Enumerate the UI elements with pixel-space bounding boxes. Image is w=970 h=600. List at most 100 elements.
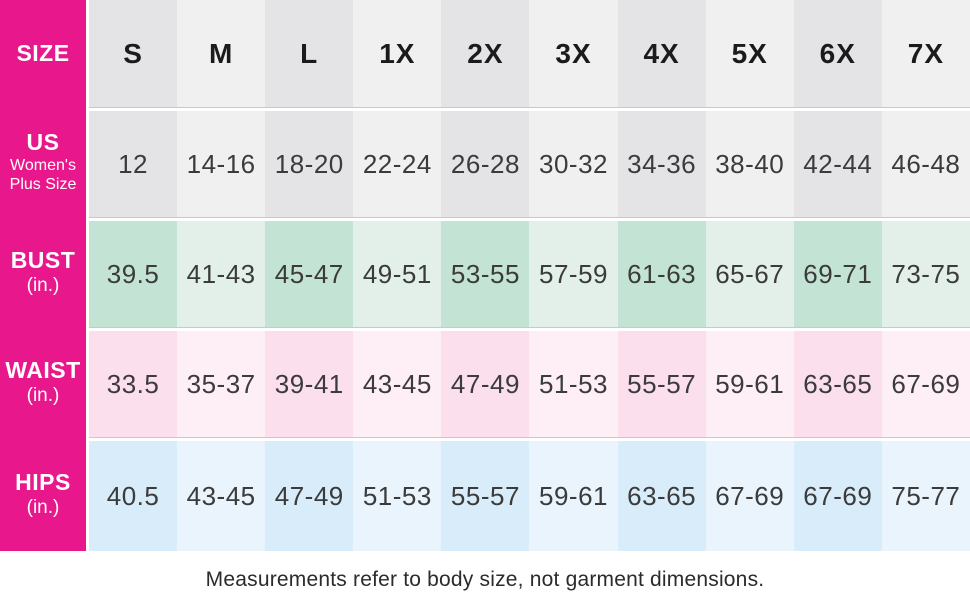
cell-bust-2x: 53-55: [441, 221, 530, 327]
cell-value: 69-71: [803, 258, 873, 289]
cell-bust-6x: 69-71: [793, 221, 882, 327]
cell-hips-3x: 59-61: [529, 441, 618, 551]
cell-value: 67-69: [891, 368, 961, 399]
cell-bust-5x: 65-67: [705, 221, 794, 327]
cell-hips-5x: 67-69: [705, 441, 794, 551]
cell-hips-s: 40.5: [89, 441, 178, 551]
cell-waist-1x: 43-45: [353, 331, 442, 437]
cell-waist-s: 33.5: [89, 331, 178, 437]
cell-us-size-7x: 46-48: [881, 111, 970, 217]
cell-value: 43-45: [362, 368, 432, 399]
cell-hips-1x: 51-53: [353, 441, 442, 551]
cell-hips-2x: 55-57: [441, 441, 530, 551]
column-header-label: 3X: [555, 37, 592, 69]
cell-value: 43-45: [186, 480, 256, 511]
cell-waist-l: 39-41: [265, 331, 354, 437]
column-header-label: 6X: [819, 37, 856, 69]
corner-label: SIZE: [16, 39, 70, 66]
cell-hips-4x: 63-65: [617, 441, 706, 551]
cell-waist-5x: 59-61: [705, 331, 794, 437]
cell-bust-l: 45-47: [265, 221, 354, 327]
row-label-subs: Women's Plus Size: [10, 156, 77, 194]
cell-value: 33.5: [106, 368, 160, 399]
column-header-label: 2X: [467, 37, 504, 69]
column-header-3x: 3X: [529, 0, 618, 107]
column-header-7x: 7X: [881, 0, 970, 107]
cell-waist-6x: 63-65: [793, 331, 882, 437]
cell-bust-m: 41-43: [177, 221, 266, 327]
cell-value: 59-61: [715, 368, 785, 399]
cell-value: 63-65: [627, 480, 697, 511]
cell-us-size-4x: 34-36: [617, 111, 706, 217]
cell-value: 55-57: [627, 368, 697, 399]
cell-value: 46-48: [891, 148, 961, 179]
cell-value: 55-57: [450, 480, 520, 511]
cell-value: 22-24: [362, 148, 432, 179]
cell-waist-7x: 67-69: [881, 331, 970, 437]
column-header-1x: 1X: [353, 0, 442, 107]
row-label-sub-line: (in.): [26, 496, 60, 518]
label-column: SIZE US Women's Plus Size BUST (in.) WAIST (in.…: [0, 0, 86, 551]
row-label-hips: HIPS (in.): [0, 437, 86, 551]
cell-value: 47-49: [450, 368, 520, 399]
cell-bust-7x: 73-75: [881, 221, 970, 327]
cell-bust-4x: 61-63: [617, 221, 706, 327]
column-header-m: M: [177, 0, 266, 107]
table-header-row: S M L 1X 2X 3X 4X 5X 6X 7X: [89, 0, 970, 107]
cell-value: 39-41: [274, 368, 344, 399]
footnote: Measurements refer to body size, not gar…: [205, 568, 765, 591]
column-header-l: L: [265, 0, 354, 107]
cell-value: 59-61: [539, 480, 609, 511]
row-label-main: BUST: [10, 246, 76, 273]
table-data-area: S M L 1X 2X 3X 4X 5X 6X 7X 12 14-16 18-20 22-24 26-28 3…: [89, 0, 970, 551]
row-label-sub-line: Women's: [10, 156, 76, 174]
cell-waist-4x: 55-57: [617, 331, 706, 437]
cell-hips-l: 47-49: [265, 441, 354, 551]
cell-value: 65-67: [715, 258, 785, 289]
cell-us-size-6x: 42-44: [793, 111, 882, 217]
cell-hips-m: 43-45: [177, 441, 266, 551]
cell-waist-m: 35-37: [177, 331, 266, 437]
column-header-label: 1X: [379, 37, 416, 69]
cell-us-size-3x: 30-32: [529, 111, 618, 217]
row-label-subs: (in.): [27, 274, 60, 296]
row-label-sub-line: (in.): [26, 274, 60, 296]
cell-value: 30-32: [539, 148, 609, 179]
cell-value: 75-77: [891, 480, 961, 511]
row-label-main: US: [26, 129, 60, 156]
cell-value: 57-59: [539, 258, 609, 289]
cell-value: 42-44: [803, 148, 873, 179]
row-label-sub-line: Plus Size: [9, 175, 77, 193]
column-header-5x: 5X: [705, 0, 794, 107]
cell-value: 53-55: [450, 258, 520, 289]
table-row-waist: 33.5 35-37 39-41 43-45 47-49 51-53 55-57 59-61 6…: [89, 331, 970, 437]
column-header-4x: 4X: [617, 0, 706, 107]
cell-value: 34-36: [627, 148, 697, 179]
row-label-main: WAIST: [5, 356, 81, 383]
cell-us-size-5x: 38-40: [705, 111, 794, 217]
cell-us-size-l: 18-20: [265, 111, 354, 217]
cell-bust-1x: 49-51: [353, 221, 442, 327]
row-label-subs: (in.): [27, 384, 60, 406]
column-header-label: L: [300, 37, 319, 69]
table-row-hips: 40.5 43-45 47-49 51-53 55-57 59-61 63-65 67-69 6…: [89, 441, 970, 551]
column-header-s: S: [89, 0, 178, 107]
cell-us-size-s: 12: [89, 111, 178, 217]
cell-value: 41-43: [186, 258, 256, 289]
column-header-label: 7X: [907, 37, 945, 69]
row-label-us-size: US Women's Plus Size: [0, 107, 86, 217]
row-label-subs: (in.): [27, 496, 60, 518]
row-label-sub-line: (in.): [26, 384, 60, 406]
column-header-label: M: [208, 37, 234, 69]
cell-value: 63-65: [803, 368, 873, 399]
corner-cell-size: SIZE: [0, 0, 86, 107]
cell-us-size-m: 14-16: [177, 111, 266, 217]
column-header-label: 4X: [643, 37, 680, 69]
cell-us-size-1x: 22-24: [353, 111, 442, 217]
cell-value: 14-16: [186, 148, 256, 179]
cell-value: 12: [118, 148, 148, 179]
cell-bust-s: 39.5: [89, 221, 178, 327]
cell-value: 67-69: [715, 480, 785, 511]
cell-value: 47-49: [274, 480, 344, 511]
